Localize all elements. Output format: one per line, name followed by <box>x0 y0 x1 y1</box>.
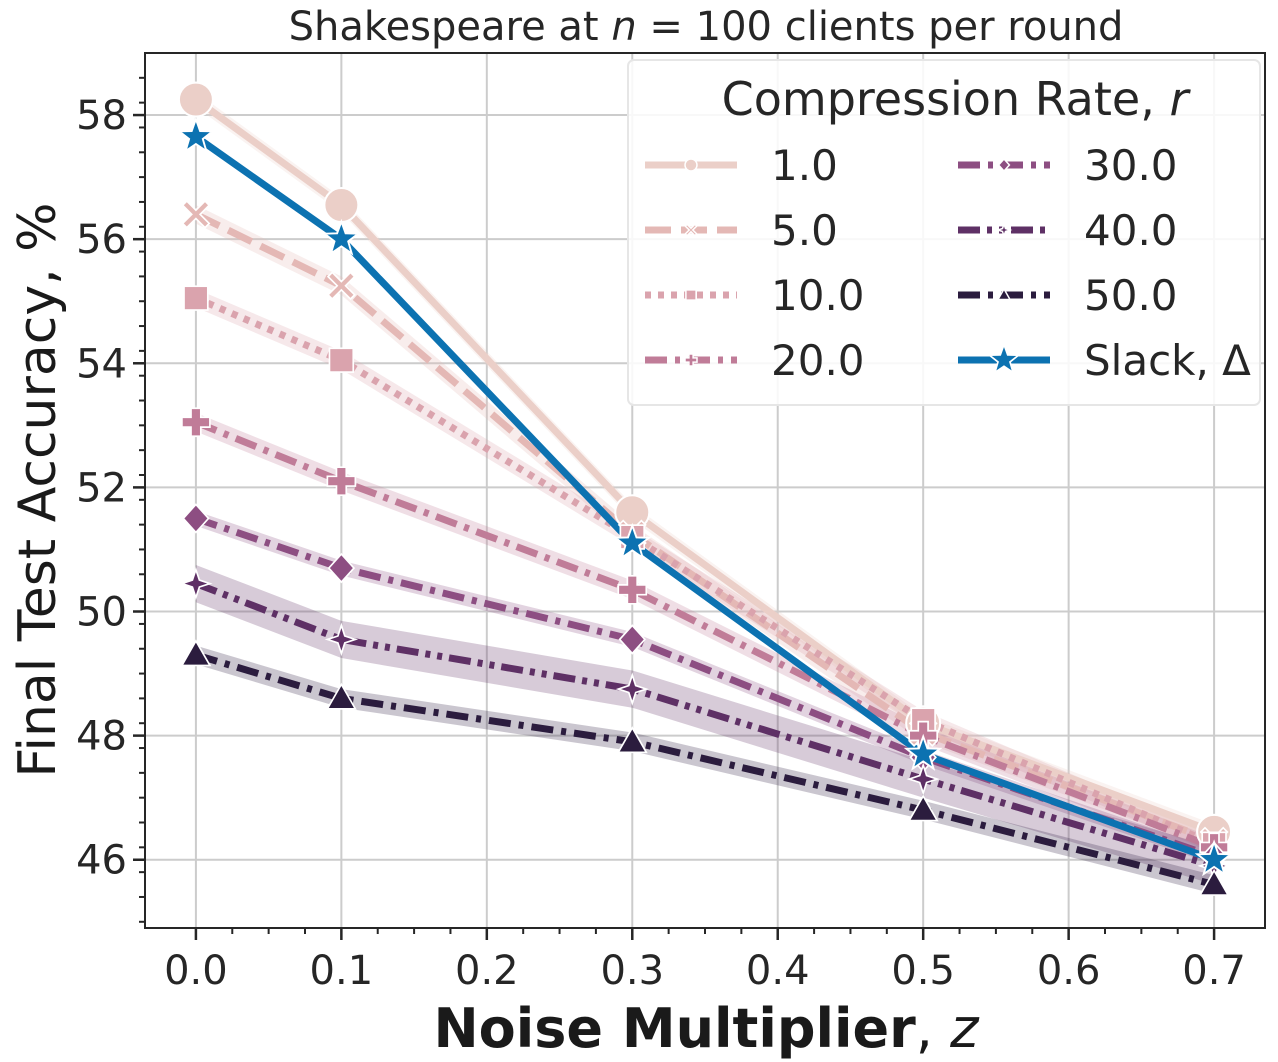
legend-label-50.0: 50.0 <box>1084 271 1178 320</box>
data-point-5.0 <box>326 271 356 301</box>
data-point-50.0 <box>325 682 357 710</box>
data-point-10.0 <box>328 347 355 373</box>
y-tick-label: 46 <box>76 838 127 884</box>
series-markers <box>176 81 1234 896</box>
legend-label-Slack, Δ: Slack, Δ <box>1084 336 1251 385</box>
y-tick-label: 50 <box>76 590 127 636</box>
axis-ticks: 0.0 0.1 0.2 0.3 0.4 0.5 0.6 0.7 46 48 50 52 54 56 58 <box>76 76 1246 994</box>
legend-label-20.0: 20.0 <box>771 336 865 385</box>
legend-marker-40.0 <box>995 221 1013 239</box>
y-tick-label: 54 <box>76 341 127 387</box>
y-tick-label: 52 <box>76 465 127 511</box>
legend-title: Compression Rate, r <box>722 72 1192 126</box>
data-point-5.0 <box>181 199 211 229</box>
series-line-20.0 <box>194 418 1216 851</box>
legend-marker-1.0 <box>684 158 698 172</box>
data-point-Slack, Δ <box>176 116 216 154</box>
data-point-40.0 <box>324 622 359 657</box>
x-tick-label: 0.3 <box>600 948 664 994</box>
data-point-Slack, Δ <box>321 218 361 256</box>
legend-label-1.0: 1.0 <box>771 141 838 190</box>
y-tick-label: 48 <box>76 714 127 760</box>
x-tick-label: 0.2 <box>455 948 519 994</box>
x-tick-label: 0.4 <box>746 948 810 994</box>
data-point-50.0 <box>1198 868 1230 896</box>
data-point-1.0 <box>323 187 360 224</box>
data-point-Slack, Δ <box>612 522 652 560</box>
legend-marker-5.0 <box>684 223 698 237</box>
band-40.0 <box>195 564 1215 885</box>
data-point-Slack, Δ <box>903 733 943 771</box>
legend-label-10.0: 10.0 <box>771 271 865 320</box>
legend: Compression Rate, r 1.0 5.0 10.0 20.0 30.0 40… <box>627 59 1261 406</box>
legend-marker-10.0 <box>685 289 697 301</box>
data-point-40.0 <box>179 566 213 601</box>
band-1.0 <box>195 92 1215 840</box>
data-point-50.0 <box>180 639 212 667</box>
y-tick-label: 58 <box>76 93 127 139</box>
legend-label-5.0: 5.0 <box>771 206 838 255</box>
y-axis-label: Final Test Accuracy, % <box>8 202 68 777</box>
data-point-30.0 <box>327 552 356 584</box>
y-tick-label: 56 <box>76 217 127 263</box>
data-point-20.0 <box>181 407 211 438</box>
x-tick-label: 0.0 <box>164 948 228 994</box>
legend-marker-20.0 <box>684 353 698 367</box>
x-tick-label: 0.7 <box>1182 948 1246 994</box>
data-point-20.0 <box>326 466 357 497</box>
legend-marker-Slack, Δ <box>987 342 1021 375</box>
legend-box <box>627 59 1261 406</box>
data-point-30.0 <box>618 624 647 655</box>
data-point-10.0 <box>183 285 209 311</box>
legend-marker-30.0 <box>997 157 1011 173</box>
x-tick-label: 0.5 <box>891 948 955 994</box>
chart-title: Shakespeare at n = 100 clients per round <box>289 4 1124 50</box>
data-point-40.0 <box>906 762 940 796</box>
data-point-40.0 <box>615 672 650 706</box>
legend-label-30.0: 30.0 <box>1084 141 1178 190</box>
legend-marker-50.0 <box>996 287 1012 301</box>
legend-label-40.0: 40.0 <box>1084 206 1178 255</box>
x-axis-label: Noise Multiplier, z <box>433 997 980 1060</box>
band-30.0 <box>195 510 1215 865</box>
series-line-40.0 <box>194 580 1216 870</box>
data-point-1.0 <box>177 81 214 118</box>
legend-entries: 1.0 5.0 10.0 20.0 30.0 40.0 50.0 Slack, Δ <box>645 141 1251 385</box>
data-point-30.0 <box>182 503 210 534</box>
band-5.0 <box>195 205 1215 851</box>
data-point-20.0 <box>617 574 648 605</box>
data-point-50.0 <box>616 726 648 754</box>
data-point-Slack, Δ <box>1194 839 1234 877</box>
x-tick-label: 0.1 <box>310 948 374 994</box>
x-tick-label: 0.6 <box>1037 948 1101 994</box>
data-point-50.0 <box>907 794 939 822</box>
band-50.0 <box>195 645 1215 894</box>
